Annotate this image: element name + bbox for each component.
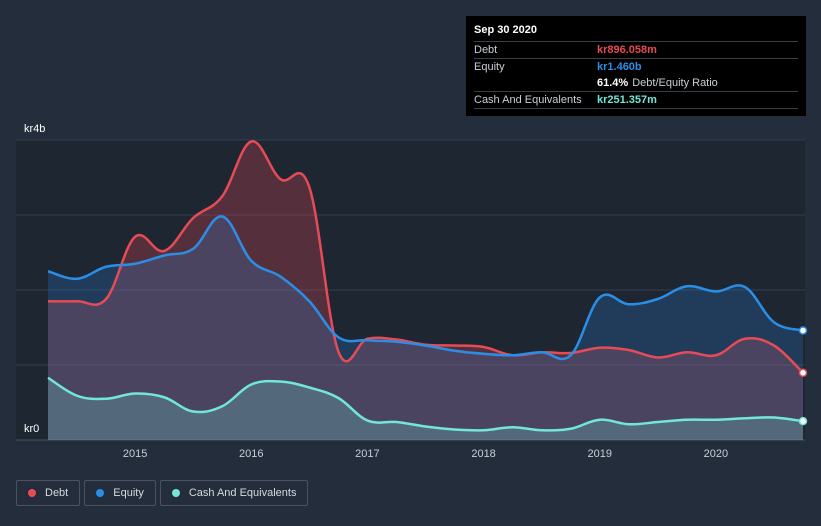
legend-label-debt: Debt (45, 487, 69, 499)
tooltip-cash-label: Cash And Equivalents (474, 94, 582, 106)
tooltip-ratio-value: 61.4% (597, 77, 629, 89)
tooltip-ratio-label: Debt/Equity Ratio (632, 77, 718, 89)
x-tick-label: 2016 (239, 448, 263, 460)
legend-label-equity: Equity (113, 487, 144, 499)
x-tick-label: 2015 (123, 448, 147, 460)
debt-end-marker (798, 368, 808, 378)
tooltip-date: Sep 30 2020 (474, 24, 537, 36)
chart-legend: Debt Equity Cash And Equivalents (16, 480, 312, 506)
x-tick-label: 2017 (355, 448, 379, 460)
legend-item-debt[interactable]: Debt (16, 480, 81, 506)
x-tick-label: 2020 (704, 448, 728, 460)
y-axis-label-bottom: kr0 (24, 423, 39, 435)
tooltip-cash-value: kr251.357m (597, 94, 657, 106)
tooltip-equity-label: Equity (474, 61, 505, 73)
series-areas (48, 141, 803, 440)
axes: kr4b kr0 2015 2016 2017 2018 2019 2020 (24, 123, 728, 460)
tooltip-equity-value: kr1.460b (597, 61, 642, 73)
series-lines (47, 140, 804, 432)
data-tooltip: Sep 30 2020 Debt kr896.058m Equity kr1.4… (466, 16, 806, 116)
debt-area (48, 141, 803, 440)
series-end-markers (798, 326, 808, 426)
cash-and-equivalents-area (48, 377, 803, 440)
legend-item-cash[interactable]: Cash And Equivalents (159, 480, 309, 506)
equity-line (47, 215, 804, 361)
legend-label-cash: Cash And Equivalents (188, 487, 297, 499)
x-tick-label: 2019 (587, 448, 611, 460)
tooltip-debt-value: kr896.058m (597, 44, 657, 56)
y-axis-label-top: kr4b (24, 123, 45, 135)
debt-dot-icon (28, 489, 36, 497)
cash-and-equivalents-end-marker (798, 416, 808, 426)
tooltip-debt-label: Debt (474, 44, 498, 56)
equity-area (48, 216, 803, 440)
equity-dot-icon (96, 489, 105, 497)
cash-and-equivalents-line (47, 376, 804, 432)
x-tick-label: 2018 (471, 448, 495, 460)
cash-dot-icon (171, 489, 180, 497)
legend-item-equity[interactable]: Equity (84, 480, 156, 506)
equity-end-marker (798, 326, 808, 335)
